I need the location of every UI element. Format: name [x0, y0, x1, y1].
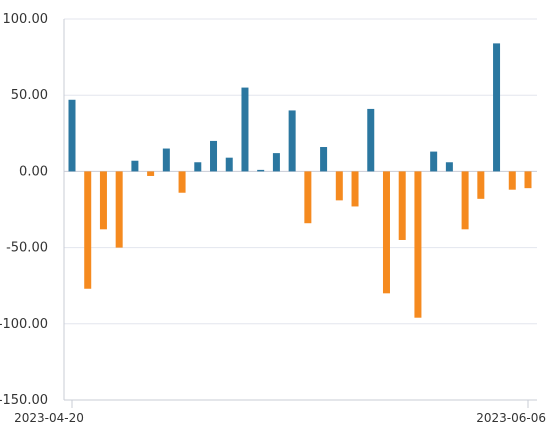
bar-positive	[162, 148, 170, 172]
bar-negative	[335, 171, 343, 201]
y-tick-label: -150.00	[0, 393, 48, 408]
y-tick-label: 0.00	[19, 164, 48, 179]
bar-negative	[398, 171, 406, 240]
y-tick-labels: 100.00 50.00 0.00 -50.00 -100.00 -150.00	[0, 12, 48, 408]
bar-positive	[131, 160, 139, 172]
bar-negative	[382, 171, 390, 294]
bars	[68, 43, 532, 318]
axes	[63, 19, 537, 408]
bar-positive	[430, 151, 438, 172]
bar-negative	[99, 171, 107, 230]
bar-negative	[508, 171, 516, 190]
bar-negative	[524, 171, 532, 189]
bar-positive	[445, 162, 453, 172]
y-tick-label: -100.00	[0, 317, 48, 332]
x-tick-labels: 2023-04-20 2023-06-06	[14, 411, 546, 425]
bar-negative	[351, 171, 359, 207]
bar-positive	[493, 43, 501, 172]
y-tick-label: 50.00	[11, 88, 48, 103]
bar-positive	[210, 140, 218, 172]
bar-positive	[272, 153, 280, 172]
bar-negative	[115, 171, 123, 248]
x-tick-label-start: 2023-04-20	[14, 411, 84, 425]
bar-positive	[320, 147, 328, 172]
y-tick-label: 100.00	[3, 12, 49, 27]
bar-positive	[288, 110, 296, 172]
bar-positive	[241, 87, 249, 172]
bar-negative	[461, 171, 469, 230]
bar-negative	[178, 171, 186, 193]
y-tick-label: -50.00	[6, 241, 48, 256]
bar-negative	[147, 171, 155, 176]
x-tick-label-end: 2023-06-06	[476, 411, 546, 425]
bar-negative	[304, 171, 312, 224]
bar-positive	[225, 157, 233, 172]
bar-positive	[257, 169, 265, 172]
bar-positive	[68, 99, 76, 172]
bar-negative	[414, 171, 422, 318]
bar-positive	[194, 162, 202, 172]
bar-positive	[367, 108, 375, 172]
bar-negative	[477, 171, 485, 199]
bar-negative	[84, 171, 92, 289]
